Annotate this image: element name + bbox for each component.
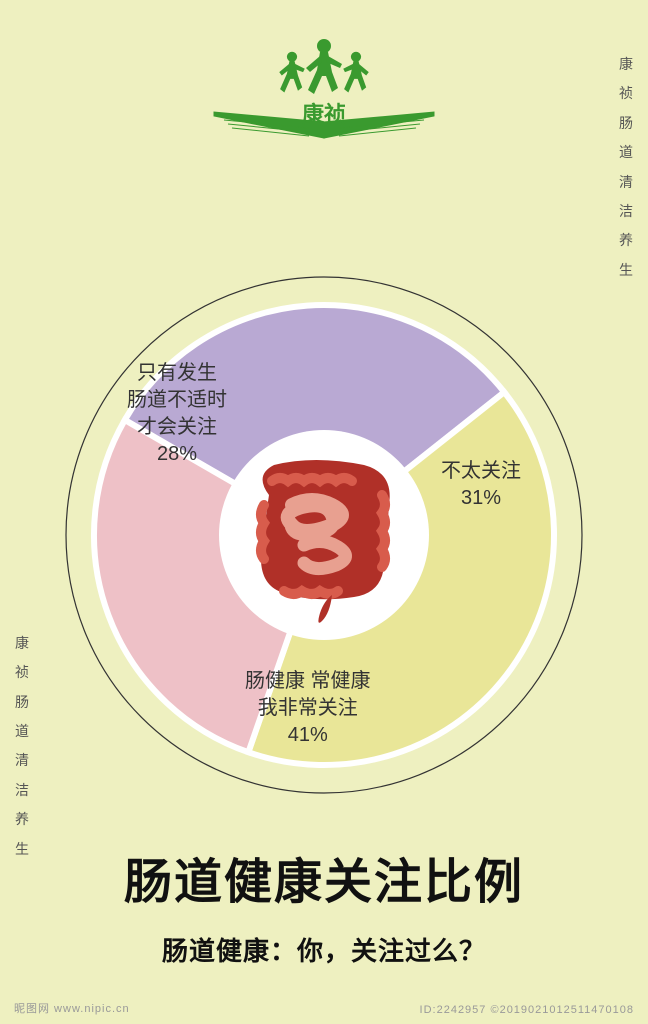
watermark-left: 昵图网 www.nipic.cn <box>14 1000 130 1016</box>
watermark-right: ID:2242957 ©2019021012511470108 <box>420 1004 634 1016</box>
headline: 肠道健康关注比例 <box>0 842 648 912</box>
pie-label-very_concern: 肠健康 常健康我非常关注41% <box>245 668 371 749</box>
brand-text: 康祯 <box>302 102 346 127</box>
subline: 肠道健康：你，关注过么？ <box>0 931 648 968</box>
pie-label-only_when_sick: 只有发生肠道不适时才会关注28% <box>127 360 227 468</box>
brand-logo: 康祯 <box>194 28 454 173</box>
pie-chart: 不太关注31% 肠健康 常健康我非常关注41% 只有发生肠道不适时才会关注28% <box>59 270 589 800</box>
side-text-right: 康 祯 肠 道 清 洁 养 生 <box>618 50 634 285</box>
pie-label-not_much: 不太关注31% <box>441 458 521 512</box>
side-text-left: 康 祯 肠 道 清 洁 养 生 <box>14 629 30 864</box>
